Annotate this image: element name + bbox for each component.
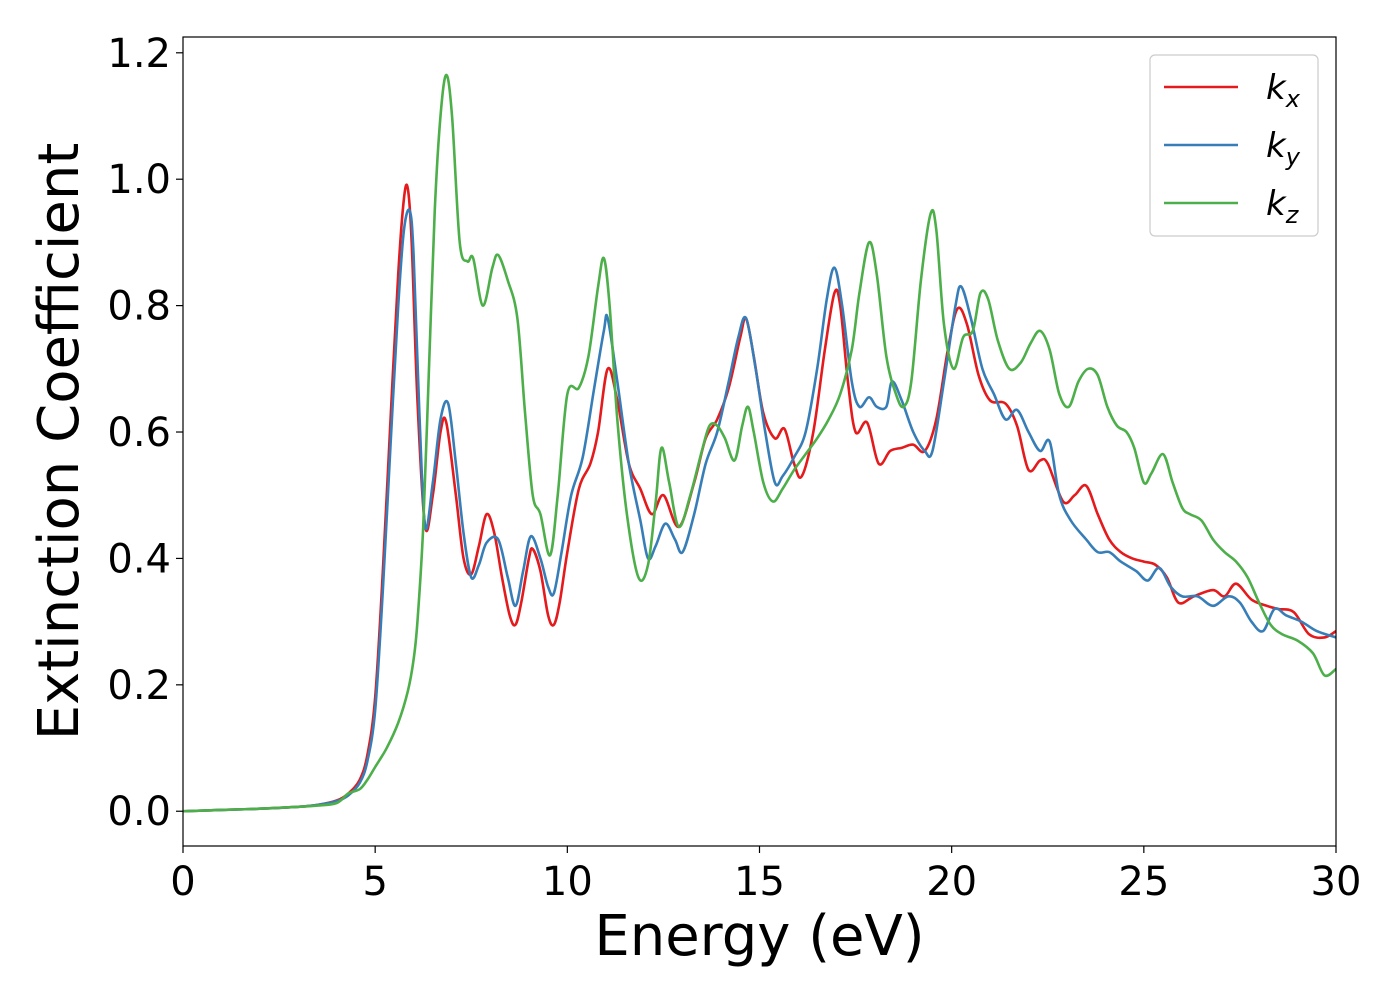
x-tick-label: 20	[926, 859, 977, 905]
legend-label-kz: kz	[1266, 184, 1300, 229]
legend: kx ky kz	[1149, 54, 1319, 237]
y-tick-label: 0.0	[107, 789, 171, 835]
series-line-kx	[182, 183, 1337, 813]
y-tick-label: 1.0	[107, 157, 171, 203]
x-tick-label: 5	[362, 859, 387, 905]
x-tick-label: 0	[170, 859, 195, 905]
series-line-kz	[182, 73, 1337, 813]
x-tick-label: 10	[542, 859, 593, 905]
x-tick-label: 25	[1118, 859, 1169, 905]
y-axis-ticks: 0.0 0.2 0.4 0.6 0.8 1.0 1.2	[107, 31, 183, 835]
legend-label-ky: ky	[1266, 126, 1301, 171]
x-tick-label: 15	[734, 859, 785, 905]
y-tick-label: 0.6	[107, 410, 171, 456]
y-axis-label: Extinction Coefficient	[27, 143, 92, 741]
y-tick-label: 0.4	[107, 536, 171, 582]
y-tick-label: 0.2	[107, 663, 171, 709]
x-axis-label: Energy (eV)	[594, 904, 924, 969]
y-tick-label: 1.2	[107, 31, 171, 77]
series-line-ky	[182, 208, 1337, 813]
x-axis-ticks: 0 5 10 15 20 25 30	[170, 846, 1361, 905]
y-tick-label: 0.8	[107, 284, 171, 330]
legend-label-kx: kx	[1266, 68, 1301, 113]
series-layer	[182, 73, 1337, 813]
x-tick-label: 30	[1311, 859, 1362, 905]
